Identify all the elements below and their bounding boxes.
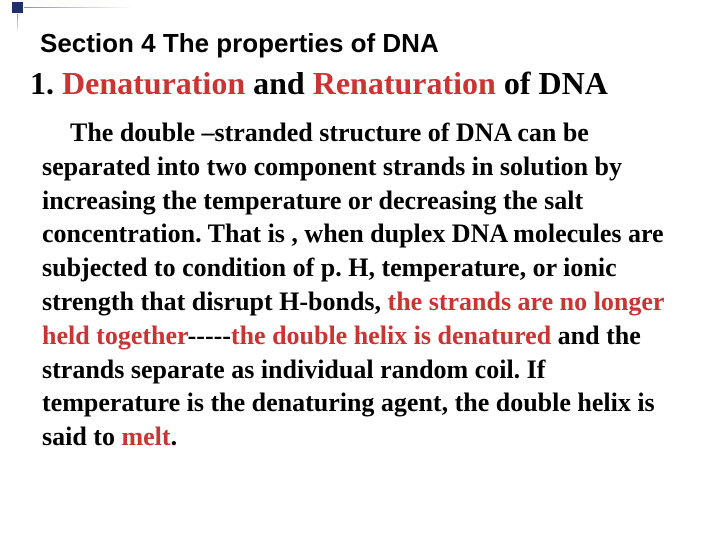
- corner-decoration: [0, 0, 140, 28]
- body-paragraph: The double –stranded structure of DNA ca…: [42, 116, 690, 454]
- body-period: .: [171, 422, 178, 451]
- corner-line-vertical: [17, 14, 18, 34]
- heading-suffix: of DNA: [496, 65, 608, 101]
- corner-line-horizontal: [24, 7, 134, 8]
- main-heading: 1. Denaturation and Renaturation of DNA: [30, 65, 690, 102]
- body-dashes: -----: [188, 321, 231, 350]
- heading-word-denaturation: Denaturation: [62, 65, 245, 101]
- heading-word-renaturation: Renaturation: [313, 65, 496, 101]
- body-highlight-melt: melt: [121, 422, 170, 451]
- heading-prefix: 1.: [30, 65, 62, 101]
- corner-square: [12, 2, 23, 13]
- body-highlight-denatured: denatured: [438, 321, 552, 350]
- section-title: Section 4 The properties of DNA: [40, 28, 690, 59]
- body-highlight-helix: the double helix is: [231, 321, 438, 350]
- heading-mid: and: [245, 65, 313, 101]
- slide-content: Section 4 The properties of DNA 1. Denat…: [0, 0, 720, 454]
